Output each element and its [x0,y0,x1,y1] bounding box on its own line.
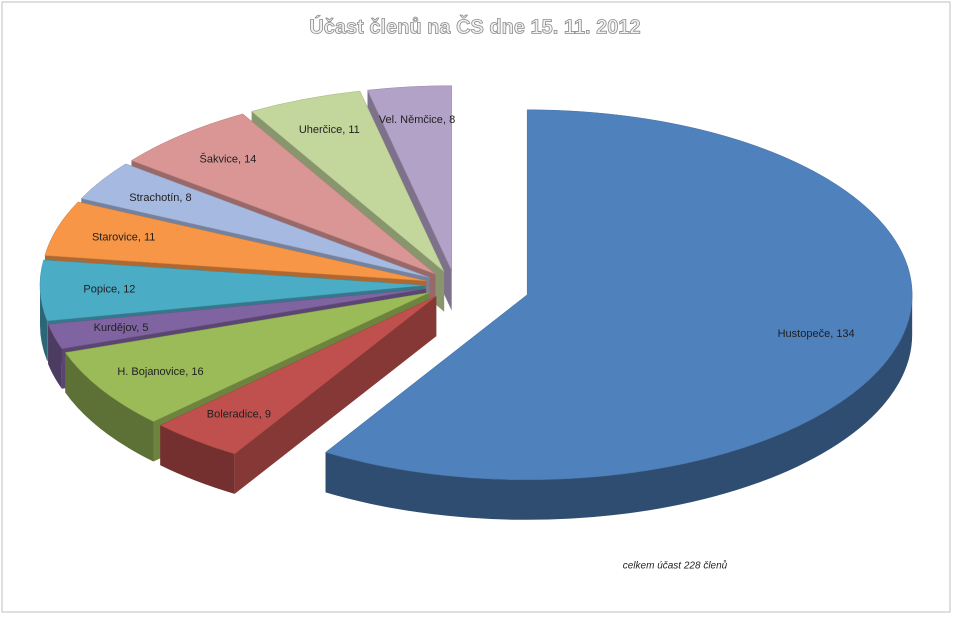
slice-top [44,201,427,282]
slice-top [130,113,436,275]
data-label: Vel. Němčice, 8 [379,114,455,126]
label-name: Boleradice [207,409,259,421]
label-sep: , [443,114,449,126]
data-label: Popice, 12 [83,283,135,295]
label-name: Vel. Němčice [379,114,443,126]
label-sep: , [179,192,185,204]
data-label: Boleradice, 9 [207,409,271,421]
slice-top [367,85,452,271]
label-name: Šakvice [200,153,239,166]
label-sep: , [138,232,144,244]
slice-top [80,163,430,278]
label-sep: , [117,283,123,295]
slice-top [325,109,913,481]
label-value: 134 [836,328,854,340]
label-name: Strachotín [129,192,179,204]
slice-top [47,288,427,350]
chart-title: Účast členů na ČS dne 15. 11. 2012 [309,14,640,38]
slice-side [65,352,154,462]
data-label: Starovice, 11 [92,232,155,244]
data-label: Hustopeče, 134 [778,328,855,340]
label-name: H. Bojanovice [117,366,185,378]
label-sep: , [830,328,836,340]
label-sep: , [185,366,191,378]
slice [159,296,437,494]
slice-top [251,90,445,272]
label-name: Starovice [92,232,138,244]
data-label: H. Bojanovice, 16 [117,366,203,378]
label-name: Hustopeče [778,328,831,340]
label-value: 16 [191,366,203,378]
data-label: Šakvice, 14 [200,153,257,166]
label-name: Popice [83,283,117,295]
label-sep: , [136,322,142,334]
slice-side [325,294,913,520]
slice-side [160,425,235,494]
note: celkem účast 228 členů [623,560,728,572]
label-sep: , [259,409,265,421]
data-label: Uherčice, 11 [299,124,360,136]
slice-side [48,324,62,389]
label-value: 8 [186,192,192,204]
label-sep: , [342,124,348,136]
slice-top [159,296,437,455]
label-value: 8 [449,114,455,126]
label-value: 9 [265,409,271,421]
data-label: Kurdějov, 5 [94,322,149,334]
label-value: 5 [142,322,148,334]
label-value: 11 [144,232,155,244]
label-sep: , [238,154,244,166]
label-value: 14 [244,154,256,166]
label-value: 11 [348,124,359,136]
slice-top [64,292,430,422]
label-name: Kurdějov [94,322,138,334]
slice-top [39,259,426,322]
label-value: 12 [123,283,135,295]
slice [325,109,913,520]
label-name: Uherčice [299,124,342,136]
data-label: Strachotín, 8 [129,192,191,204]
